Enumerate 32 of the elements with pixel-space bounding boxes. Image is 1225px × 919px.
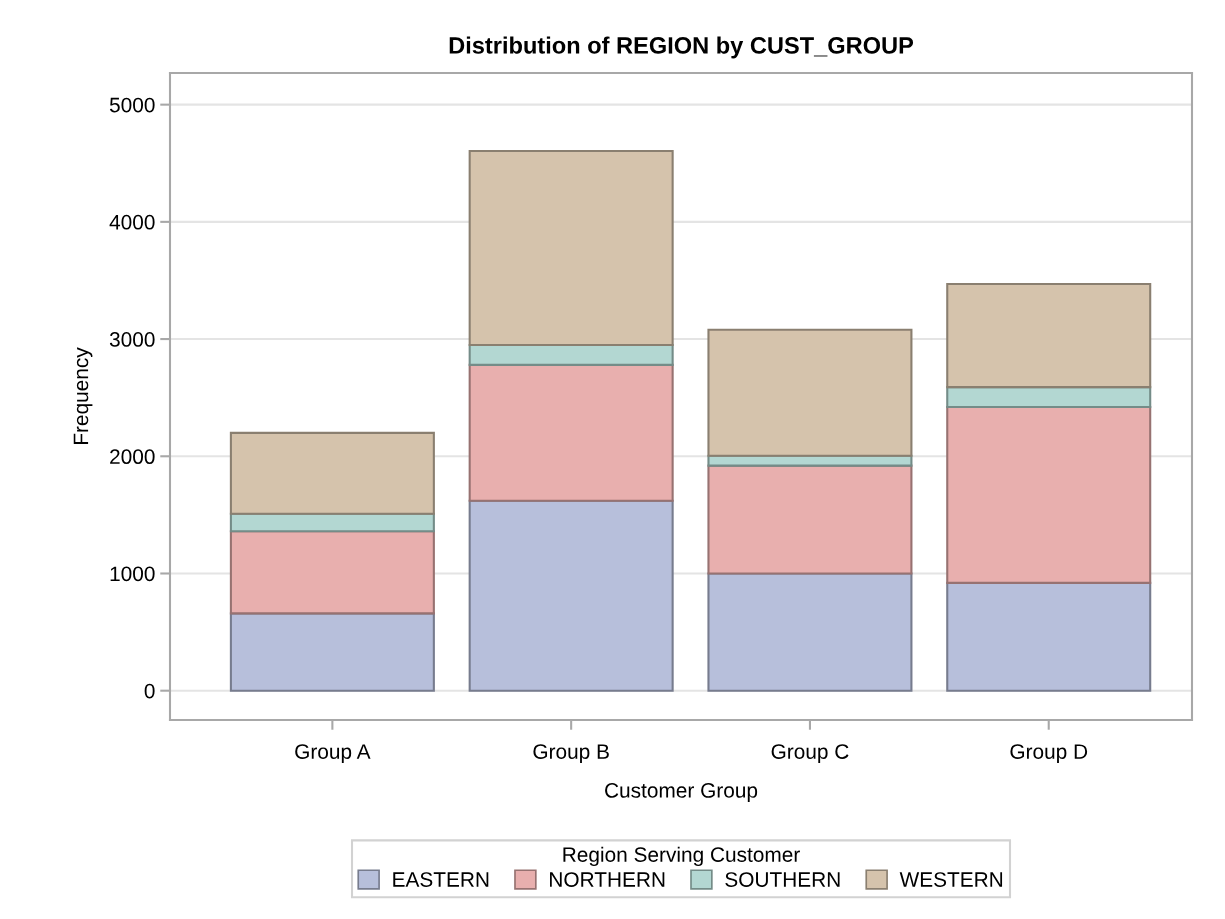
bar <box>468 343 674 366</box>
bar <box>707 572 913 692</box>
bar <box>229 612 435 692</box>
y-tick-label: 2000 <box>110 449 155 465</box>
bar <box>468 499 674 692</box>
legend-label: NORTHERN <box>550 872 665 887</box>
legend-title: Region Serving Customer <box>563 846 800 867</box>
y-tick-label: 3000 <box>109 332 155 347</box>
legend-label: EASTERN <box>393 872 489 887</box>
bar <box>229 431 435 515</box>
x-tick-label: Group A <box>295 744 371 764</box>
x-axis-title: Customer Group <box>605 783 758 802</box>
bar <box>707 328 913 457</box>
bar <box>946 406 1152 584</box>
x-tick-label: Group B <box>533 744 609 764</box>
y-tick-label: 5000 <box>109 97 155 113</box>
y-tick-label: 4000 <box>109 214 155 230</box>
chart-title: Distribution of REGION by CUST_GROUP <box>449 36 914 59</box>
bar <box>468 149 674 346</box>
legend-label: SOUTHERN <box>725 872 840 887</box>
y-axis-title: Frequency <box>73 347 93 444</box>
y-tick-label: 1000 <box>110 566 155 582</box>
legend-label: WESTERN <box>899 872 1003 887</box>
x-tick-label: Group C <box>771 744 849 764</box>
bar <box>468 363 674 502</box>
bar <box>946 386 1152 409</box>
bar <box>229 530 435 615</box>
x-tick-label: Group D <box>1010 744 1088 764</box>
bar <box>946 581 1152 692</box>
y-tick-label: 0 <box>144 683 155 699</box>
bar <box>707 464 913 575</box>
bar <box>946 282 1152 389</box>
